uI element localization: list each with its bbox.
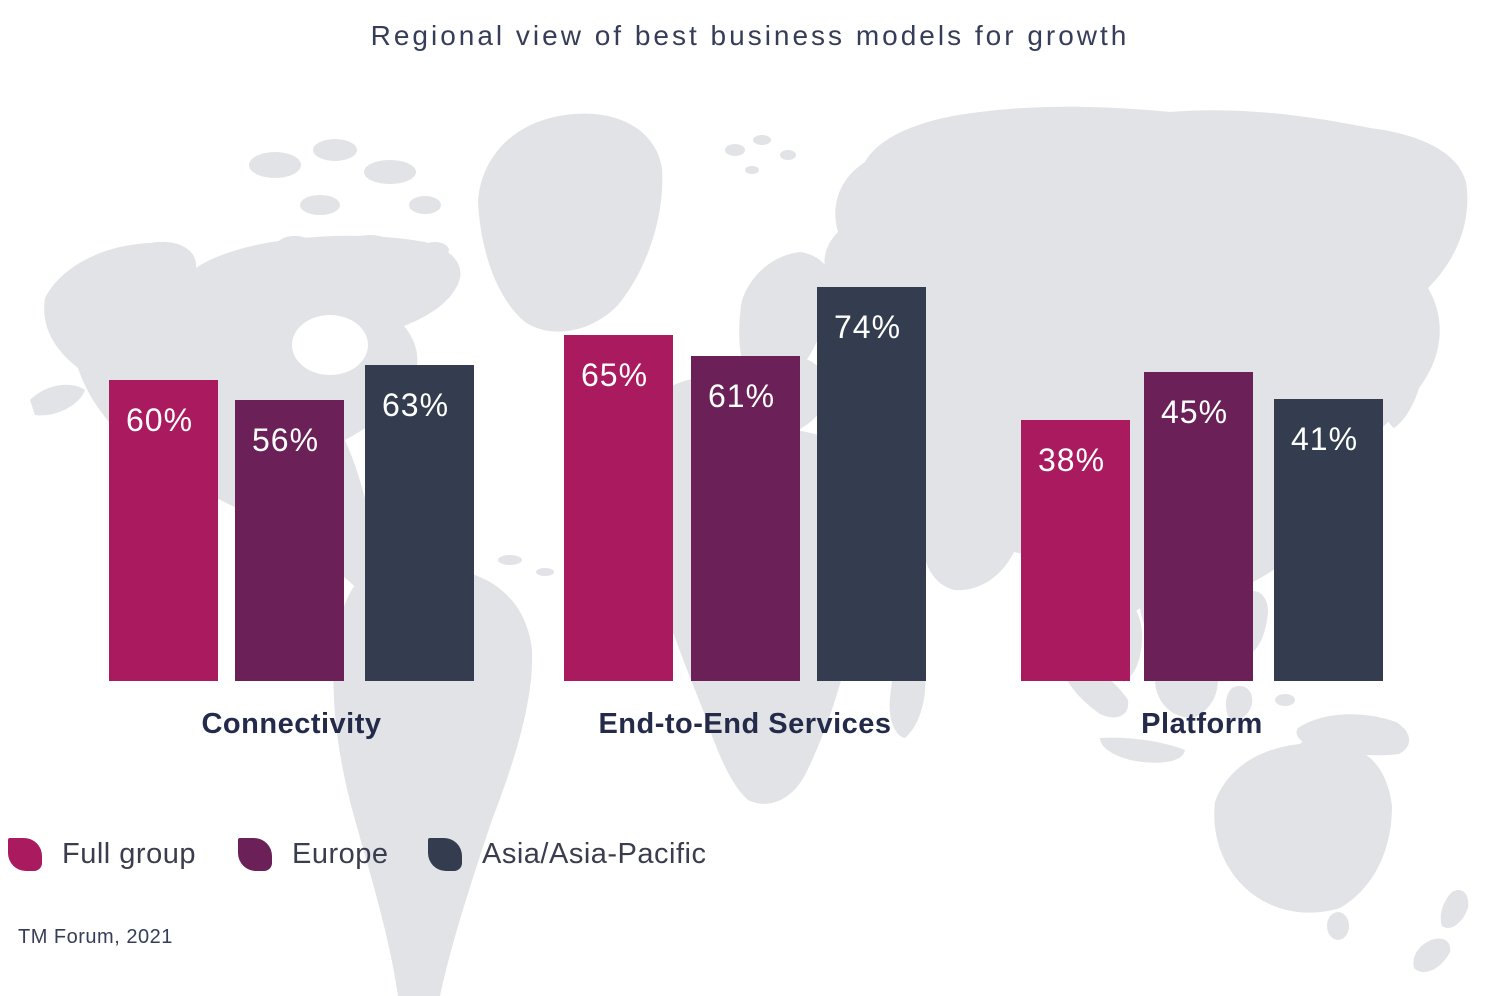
bar-connectivity-asia-asia-pacific: 63% (365, 365, 474, 681)
bar-value-label: 45% (1161, 394, 1229, 430)
bar-connectivity-europe: 56% (235, 400, 344, 681)
bar-value-label: 65% (581, 357, 649, 393)
bar-platform-europe: 45% (1144, 372, 1253, 681)
chart-title: Regional view of best business models fo… (370, 20, 1130, 51)
bar-end-to-end-services-asia-asia-pacific: 74% (817, 287, 926, 681)
bar-value-label: 56% (252, 422, 320, 458)
category-label-end-to-end-services: End-to-End Services (598, 708, 892, 740)
bar-value-label: 60% (126, 402, 194, 438)
bar-end-to-end-services-full-group: 65% (564, 335, 673, 681)
bar-value-label: 63% (382, 387, 450, 423)
bar-value-label: 38% (1038, 442, 1106, 478)
category-label-connectivity: Connectivity (201, 708, 382, 740)
bar-end-to-end-services-europe: 61% (691, 356, 800, 681)
map-greenland (478, 113, 663, 332)
bar-connectivity-full-group: 60% (109, 380, 218, 681)
bar-platform-asia-asia-pacific: 41% (1274, 399, 1383, 681)
source-note: TM Forum, 2021 (18, 926, 173, 948)
bar-platform-full-group: 38% (1021, 420, 1130, 681)
category-label-platform: Platform (1141, 708, 1263, 740)
bar-value-label: 41% (1291, 421, 1359, 457)
bar-value-label: 61% (708, 378, 776, 414)
bar-value-label: 74% (834, 309, 902, 345)
map-australia (1214, 729, 1392, 913)
